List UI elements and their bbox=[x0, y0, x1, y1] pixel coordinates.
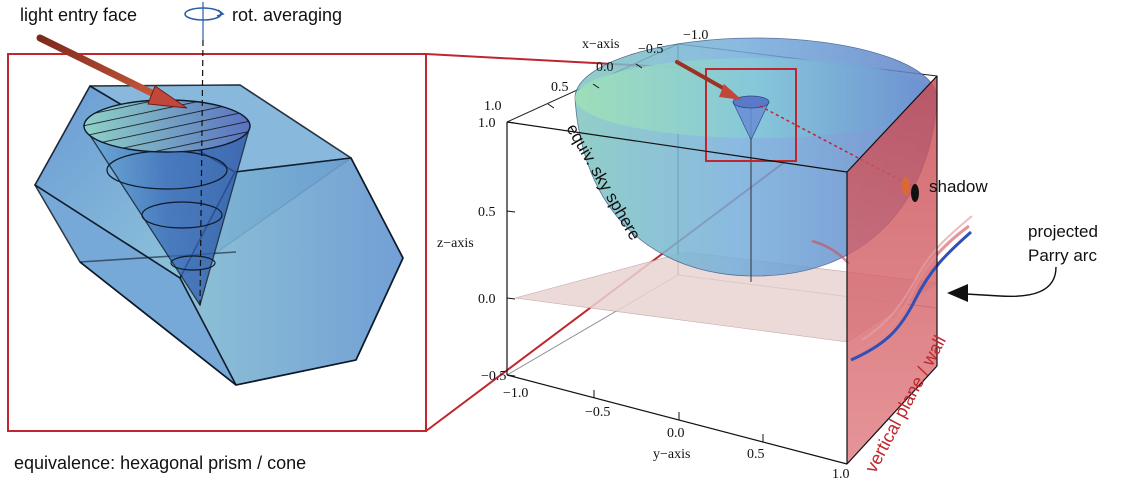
shadow-label: shadow bbox=[929, 177, 988, 196]
cone bbox=[82, 99, 251, 307]
y-tick-label: −0.5 bbox=[585, 405, 610, 420]
light-ray-arrow bbox=[36, 34, 188, 109]
ray-arrow-3d bbox=[675, 60, 742, 100]
zoom-frame-left bbox=[7, 53, 427, 432]
z-axis-title: z−axis bbox=[437, 236, 474, 251]
x-tick-label: 0.5 bbox=[551, 80, 569, 95]
rotation-icon bbox=[184, 2, 225, 40]
x-axis-title: x−axis bbox=[582, 37, 619, 52]
y-tick-label: 0.0 bbox=[667, 426, 685, 441]
x-tick-label: 1.0 bbox=[484, 99, 502, 114]
x-tick-label: 0.0 bbox=[596, 60, 614, 75]
parry-arc-label: Parry arc bbox=[1028, 246, 1097, 265]
axis-ticks bbox=[506, 63, 764, 442]
parry-arc-pointer bbox=[947, 266, 1057, 302]
box-front-edges bbox=[506, 75, 938, 465]
rotation-axis-line bbox=[199, 39, 204, 306]
z-tick-label: 1.0 bbox=[478, 116, 496, 131]
small-cone-3d bbox=[732, 95, 770, 141]
zoom-selection-box bbox=[705, 68, 797, 162]
projected-label: projected bbox=[1028, 222, 1098, 241]
y-tick-label: 0.5 bbox=[747, 447, 765, 462]
shadow-marker bbox=[902, 177, 919, 202]
z-tick-label: −0.5 bbox=[481, 369, 506, 384]
y-axis-title: y−axis bbox=[653, 447, 690, 462]
equivalence-caption: equivalence: hexagonal prism / cone bbox=[14, 453, 306, 473]
parry-arc bbox=[811, 215, 973, 362]
rot-averaging-label: rot. averaging bbox=[232, 5, 342, 25]
z-tick-label: 0.0 bbox=[478, 292, 496, 307]
x-tick-label: −0.5 bbox=[638, 42, 663, 57]
z-tick-label: 0.5 bbox=[478, 205, 496, 220]
x-tick-label: −1.0 bbox=[683, 28, 708, 43]
light-entry-label: light entry face bbox=[20, 5, 137, 25]
y-tick-label: 1.0 bbox=[832, 467, 850, 482]
y-tick-label: −1.0 bbox=[503, 386, 528, 401]
